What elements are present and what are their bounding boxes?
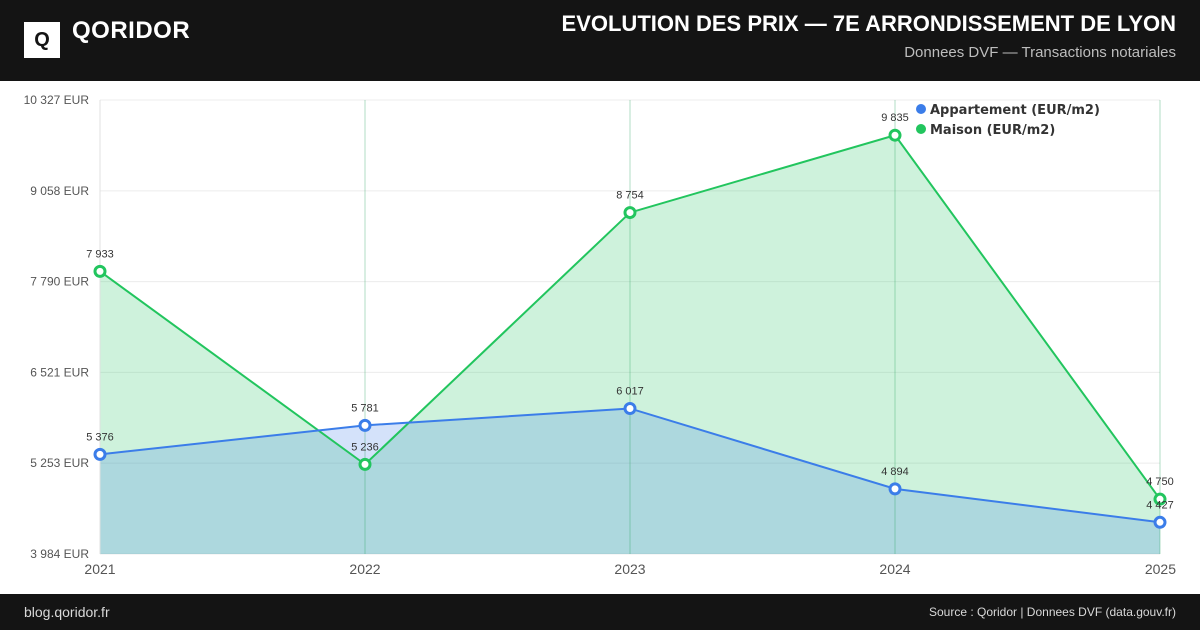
- data-label: 7 933: [86, 248, 114, 260]
- data-label: 4 427: [1146, 499, 1174, 511]
- x-tick-label: 2025: [1145, 561, 1176, 577]
- data-point: [888, 482, 902, 496]
- data-label: 9 835: [881, 112, 909, 124]
- area-maison: [100, 135, 1160, 554]
- footer-bar: blog.qoridor.fr Source : Qoridor | Donne…: [0, 594, 1200, 630]
- brand-name: QORIDOR: [72, 17, 191, 44]
- y-tick-label: 3 984 EUR: [30, 547, 89, 561]
- legend-marker: [916, 124, 926, 134]
- x-tick-label: 2023: [614, 561, 645, 577]
- logo-letter: Q: [34, 29, 50, 51]
- logo-icon: Q: [24, 22, 60, 58]
- y-tick-label: 9 058 EUR: [30, 184, 89, 198]
- data-label: 5 236: [351, 441, 379, 453]
- x-tick-label: 2024: [879, 561, 910, 577]
- footer-site: blog.qoridor.fr: [24, 604, 110, 620]
- data-label: 4 894: [881, 466, 909, 478]
- data-point: [623, 206, 637, 220]
- chart-title: EVOLUTION DES PRIX — 7E ARRONDISSEMENT D…: [561, 11, 1176, 36]
- header-bar: Q QORIDOR EVOLUTION DES PRIX — 7E ARROND…: [0, 0, 1200, 81]
- legend-marker: [916, 104, 926, 114]
- y-tick-label: 7 790 EUR: [30, 275, 89, 289]
- y-tick-label: 10 327 EUR: [24, 93, 90, 107]
- x-tick-label: 2021: [84, 561, 115, 577]
- x-tick-label: 2022: [349, 561, 380, 577]
- data-point: [358, 418, 372, 432]
- data-point: [358, 457, 372, 471]
- y-tick-label: 5 253 EUR: [30, 456, 89, 470]
- area-appartement: [100, 408, 1160, 554]
- legend-label: Appartement (EUR/m2): [930, 103, 1100, 118]
- data-label: 5 781: [351, 402, 379, 414]
- legend-label: Maison (EUR/m2): [930, 123, 1055, 138]
- data-label: 6 017: [616, 385, 644, 397]
- data-point: [623, 401, 637, 415]
- data-point: [93, 447, 107, 461]
- y-tick-label: 6 521 EUR: [30, 365, 89, 379]
- data-label: 8 754: [616, 190, 644, 202]
- data-point: [1153, 492, 1167, 506]
- data-label: 4 750: [1146, 476, 1174, 488]
- chart-subtitle: Donnees DVF — Transactions notariales: [904, 44, 1176, 61]
- data-point: [888, 128, 902, 142]
- footer-source: Source : Qoridor | Donnees DVF (data.gou…: [928, 605, 1176, 619]
- price-area-chart: 10 327 EUR 9 058 EUR 7 790 EUR 6 521 EUR 5 2…: [24, 93, 1177, 577]
- data-point: [93, 264, 107, 278]
- data-label: 5 376: [86, 431, 114, 443]
- data-point: [1153, 515, 1167, 529]
